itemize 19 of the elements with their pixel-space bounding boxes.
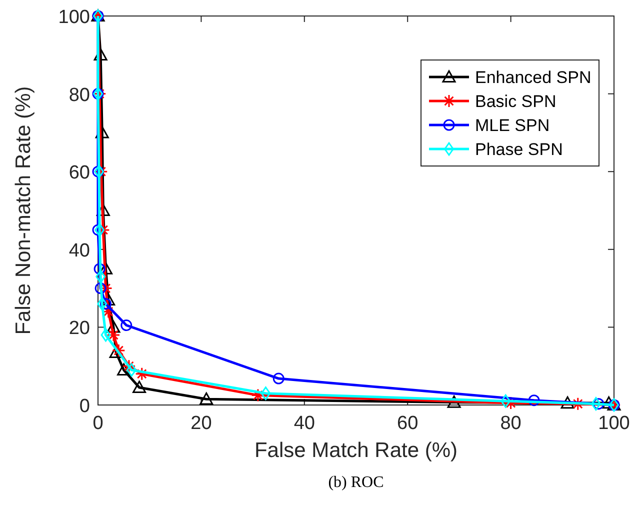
text: (b) ROC: [328, 474, 384, 491]
y-tick-label: 20: [68, 318, 90, 340]
x-tick-label: 80: [500, 413, 522, 434]
x-tick-label: 100: [598, 413, 630, 434]
legend-label: Phase SPN: [475, 140, 563, 159]
legend-label: Basic SPN: [475, 92, 556, 111]
y-tick-label: 100: [58, 7, 90, 28]
x-tick-label: 40: [294, 413, 315, 434]
x-tick-label: 20: [190, 413, 212, 434]
y-tick-label: 40: [68, 240, 90, 262]
y-axis-title: False Non-match Rate (%): [12, 86, 35, 335]
legend-label: Enhanced SPN: [475, 68, 592, 87]
y-tick-label: 0: [79, 396, 90, 417]
y-tick-label: 80: [68, 84, 90, 106]
x-tick-label: 60: [397, 413, 418, 434]
legend-label: MLE SPN: [475, 116, 550, 135]
y-tick-label: 60: [68, 162, 90, 184]
x-tick-label: 0: [92, 413, 104, 434]
x-axis-title: False Match Rate (%): [254, 439, 458, 462]
